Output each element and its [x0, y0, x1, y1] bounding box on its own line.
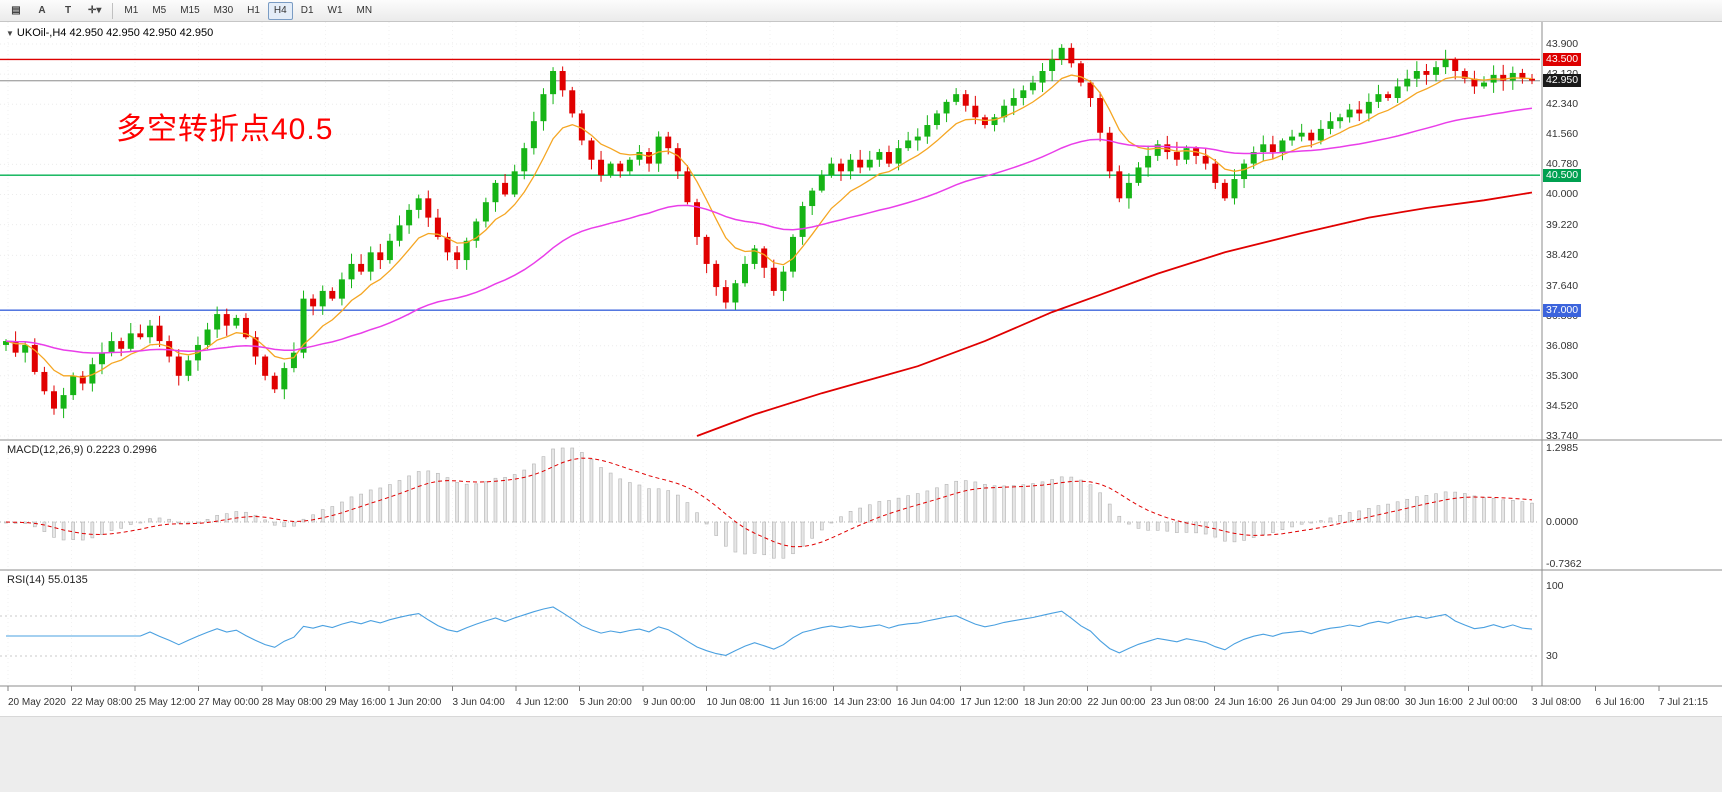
time-axis-label: 17 Jun 12:00 — [960, 697, 1019, 708]
timeframe-h4[interactable]: H4 — [267, 1, 293, 20]
timeframe-d1[interactable]: D1 — [300, 5, 314, 16]
time-axis-label: 29 Jun 08:00 — [1341, 697, 1400, 708]
time-axis-label: 14 Jun 23:00 — [833, 697, 892, 708]
time-axis-label: 7 Jul 21:15 — [1659, 697, 1708, 708]
timeframe-m1[interactable]: M1 — [124, 5, 139, 16]
price-axis-label: 35.300 — [1546, 369, 1579, 382]
time-axis-label: 30 Jun 16:00 — [1405, 697, 1463, 708]
timeframe-m5[interactable]: M5 — [152, 5, 167, 16]
time-axis-label: 11 Jun 16:00 — [770, 697, 828, 708]
toolbar-tools: ▤ A T ✛▾ — [3, 2, 108, 20]
timeframe-m30[interactable]: M30 — [213, 5, 234, 16]
time-axis-label: 23 Jun 08:00 — [1151, 697, 1209, 708]
price-axis-label: 33.740 — [1546, 430, 1579, 442]
time-axis-label: 3 Jun 04:00 — [452, 697, 505, 708]
timeframe-mn[interactable]: MN — [356, 5, 373, 16]
timeframe-buttons: M1 M5 M15 M30 H1 H4 D1 W1 MN — [117, 1, 379, 20]
time-axis-label: 28 May 08:00 — [262, 697, 323, 708]
indicator-axis-label: 0.0000 — [1546, 516, 1579, 529]
price-axis-label: 38.420 — [1546, 249, 1579, 262]
time-axis-label: 22 Jun 00:00 — [1087, 697, 1146, 708]
quick-trade-arrow-icon[interactable]: ▼ — [6, 29, 14, 38]
text-tool-icon[interactable]: T — [64, 5, 72, 16]
timeframe-h1[interactable]: H1 — [247, 5, 260, 16]
time-axis-label: 2 Jul 00:00 — [1468, 697, 1518, 708]
indicator-axis-label: 1.2985 — [1546, 442, 1579, 454]
indicator-axis-label: -0.7362 — [1546, 558, 1582, 570]
symbol-info: ▼ UKOil-,H4 42.950 42.950 42.950 42.950 — [6, 27, 213, 39]
time-axis-label: 3 Jul 08:00 — [1532, 697, 1581, 708]
time-axis-label: 22 May 08:00 — [71, 697, 133, 708]
timeframe-m15[interactable]: M15 — [180, 5, 200, 16]
price-badge-43.500: 43.500 — [1543, 52, 1582, 66]
time-axis-label: 9 Jun 00:00 — [643, 697, 696, 708]
time-axis-label: 16 Jun 04:00 — [897, 697, 955, 708]
symbol-ohlc-label: UKOil-,H4 42.950 42.950 42.950 42.950 — [16, 27, 214, 39]
rsi-indicator-label: RSI(14) 55.0135 — [7, 574, 88, 586]
time-axis-label: 24 Jun 16:00 — [1214, 697, 1273, 708]
macd-indicator-label: MACD(12,26,9) 0.2223 0.2996 — [7, 444, 157, 456]
indicator-axis-label: 30 — [1546, 650, 1558, 662]
chart-annotation-text[interactable]: 多空转折点40.5 — [116, 113, 334, 146]
time-axis-label: 4 Jun 12:00 — [516, 697, 569, 708]
indicators-dropdown-icon[interactable]: ✛▾ — [88, 5, 102, 16]
chart-toolbar: ▤ A T ✛▾ M1 M5 M15 M30 H1 H4 D1 W1 MN — [0, 0, 1722, 22]
chart-window-icon[interactable]: ▤ — [11, 5, 21, 16]
cursor-a-icon[interactable]: A — [38, 5, 46, 16]
time-axis-label: 20 May 2020 — [8, 697, 66, 708]
timeframe-w1[interactable]: W1 — [327, 5, 343, 16]
time-axis-label: 18 Jun 20:00 — [1024, 697, 1082, 708]
price-badge-42.950: 42.950 — [1543, 74, 1582, 88]
time-axis-label: 1 Jun 20:00 — [389, 697, 442, 708]
price-badge-40.500: 40.500 — [1543, 168, 1582, 182]
price-badge-37.000: 37.000 — [1543, 303, 1582, 317]
time-axis-label: 29 May 16:00 — [325, 697, 387, 708]
price-axis-label: 40.000 — [1546, 188, 1579, 201]
price-axis-label: 41.560 — [1546, 128, 1579, 141]
time-axis-label: 27 May 00:00 — [198, 697, 260, 708]
time-axis-label: 5 Jun 20:00 — [579, 697, 632, 708]
price-axis-label: 36.080 — [1546, 339, 1579, 352]
price-axis-label: 39.220 — [1546, 218, 1579, 231]
time-axis-label: 26 Jun 04:00 — [1278, 697, 1336, 708]
time-axis-label: 6 Jul 16:00 — [1595, 697, 1645, 708]
price-axis-label: 40.780 — [1546, 158, 1579, 171]
indicator-axis-label: 100 — [1546, 580, 1564, 592]
time-axis-label: 10 Jun 08:00 — [706, 697, 765, 708]
price-axis-label: 42.340 — [1546, 98, 1579, 111]
toolbar-separator — [112, 2, 114, 19]
price-axis-label: 34.520 — [1546, 399, 1579, 412]
price-axis-label: 37.640 — [1546, 279, 1579, 292]
time-axis-label: 25 May 12:00 — [135, 697, 196, 708]
window-bottom-strip — [0, 716, 1722, 792]
price-axis-label: 43.900 — [1546, 38, 1579, 50]
